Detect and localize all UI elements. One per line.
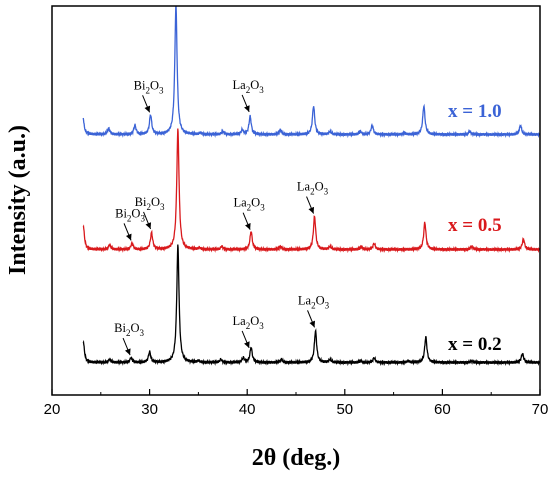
peak-annotation: Bi2O3 xyxy=(114,321,144,356)
annotation-arrow-head xyxy=(244,105,250,112)
annotation-arrow-head xyxy=(244,341,250,348)
peak-annotation: La2O3 xyxy=(233,196,265,230)
series-traces xyxy=(82,5,541,367)
peak-annotation: Bi2O3 xyxy=(115,206,145,241)
x-axis-ticks: 20 30 40 50 60 70 xyxy=(44,389,549,418)
annotation-label: Bi2O3 xyxy=(115,206,145,223)
x-tick-label: 30 xyxy=(141,401,158,418)
annotation-label: Bi2O3 xyxy=(114,321,144,338)
annotation-arrow-head xyxy=(125,233,132,241)
series-label: x = 0.2 xyxy=(448,334,502,355)
series-label: x = 0.5 xyxy=(448,215,502,236)
series-labels: x = 0.2 x = 0.5 x = 1.0 xyxy=(448,101,502,355)
peak-annotation: La2O3 xyxy=(297,180,329,214)
annotation-label: La2O3 xyxy=(297,180,329,197)
annotation-label: Bi2O3 xyxy=(135,195,165,212)
annotation-arrow-head xyxy=(145,222,152,229)
y-axis-title: Intensity (a.u.) xyxy=(5,125,31,275)
annotation-label: La2O3 xyxy=(298,293,330,310)
annotation-label: La2O3 xyxy=(233,78,265,95)
series-line-x02 xyxy=(82,244,541,367)
annotation-arrow-head xyxy=(144,105,151,113)
annotation-label: La2O3 xyxy=(233,314,265,331)
x-tick-label: 40 xyxy=(239,401,256,418)
peak-annotation: Bi2O3 xyxy=(134,78,164,113)
x-tick-label: 70 xyxy=(532,401,549,418)
annotation-arrow-head xyxy=(124,348,131,356)
peak-annotation: La2O3 xyxy=(233,78,265,113)
x-tick-label: 50 xyxy=(336,401,353,418)
annotation-arrow-head xyxy=(309,320,316,328)
x-tick-label: 60 xyxy=(434,401,451,418)
x-axis-title: 2θ (deg.) xyxy=(252,445,341,471)
series-label: x = 1.0 xyxy=(448,101,502,122)
annotation-label: Bi2O3 xyxy=(134,78,164,95)
annotation-arrow-head xyxy=(308,206,315,214)
series-line-x05 xyxy=(82,128,541,254)
series-line-x10 xyxy=(82,5,541,139)
annotation-arrow-head xyxy=(245,223,251,230)
peak-annotation: La2O3 xyxy=(233,314,265,349)
x-tick-label: 20 xyxy=(44,401,61,418)
annotation-label: La2O3 xyxy=(233,196,265,213)
peak-annotation: Bi2O3 xyxy=(135,195,165,230)
peak-annotation: La2O3 xyxy=(298,293,330,328)
